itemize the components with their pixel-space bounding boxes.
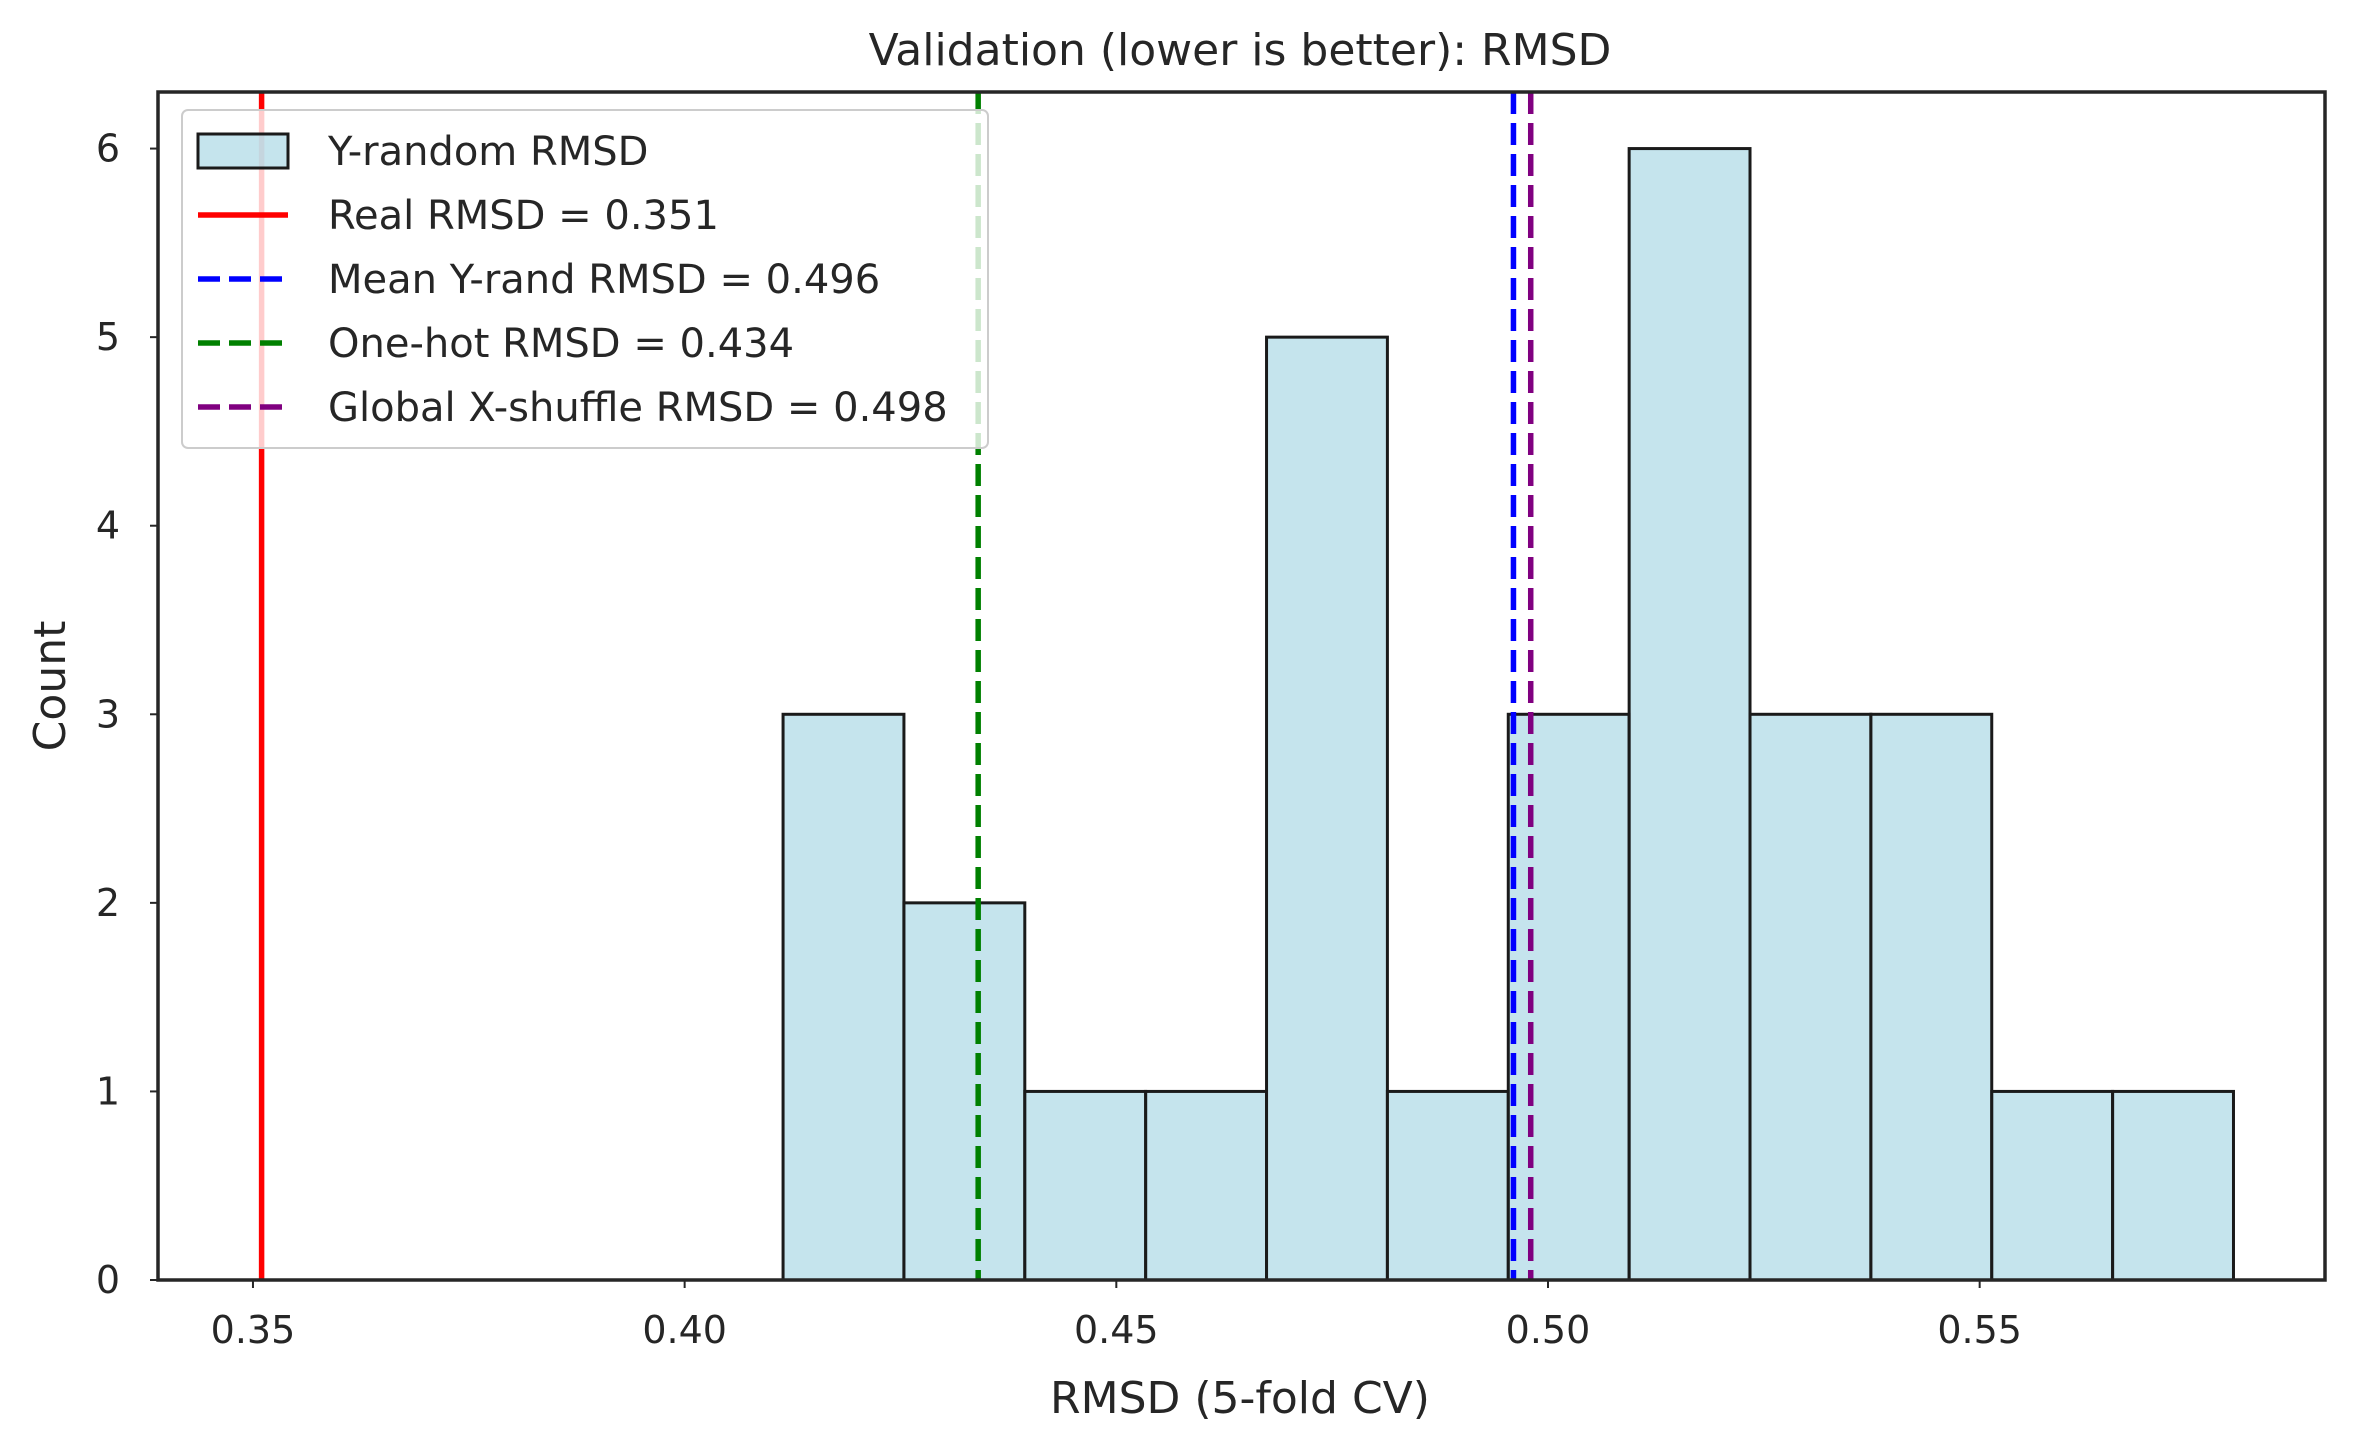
histogram-bar (1869, 712, 1994, 1282)
legend-label: Real RMSD = 0.351 (328, 193, 719, 239)
y-axis-label: Count (25, 621, 76, 752)
histogram-bar (1385, 1089, 1510, 1282)
histogram-bars (781, 147, 2235, 1282)
legend-label: Y-random RMSD (327, 129, 648, 175)
histogram-bar (1506, 712, 1631, 1282)
histogram-bar (902, 901, 1027, 1282)
histogram-bar (1627, 147, 1752, 1282)
x-tick-label: 0.35 (211, 1308, 296, 1352)
legend: Y-random RMSD Real RMSD = 0.351 Mean Y-ran… (181, 109, 989, 449)
histogram-bar (1748, 712, 1873, 1282)
x-tick-label: 0.50 (1506, 1308, 1591, 1352)
plot-frame (156, 90, 2327, 1282)
histogram-bar (781, 712, 906, 1282)
histogram-bar (1990, 1089, 2115, 1282)
legend-label: Global X-shuffle RMSD = 0.498 (328, 385, 948, 431)
legend-box (181, 109, 989, 449)
y-tick-label: 1 (96, 1069, 120, 1113)
x-axis-ticks: 0.35 0.40 0.45 0.50 0.55 (211, 1280, 2022, 1352)
x-tick-label: 0.45 (1074, 1308, 1159, 1352)
y-tick-label: 5 (96, 315, 120, 359)
x-tick-label: 0.55 (1937, 1308, 2022, 1352)
y-tick-label: 0 (96, 1258, 120, 1302)
histogram-bar (1144, 1089, 1269, 1282)
chart-title: Validation (lower is better): RMSD (869, 25, 1612, 76)
histogram-bar (1265, 335, 1389, 1282)
histogram-bar (2111, 1089, 2235, 1282)
y-axis-ticks: 0 1 2 3 4 5 6 (96, 127, 158, 1302)
y-tick-label: 3 (96, 692, 120, 736)
x-tick-label: 0.40 (642, 1308, 727, 1352)
legend-label: One-hot RMSD = 0.434 (328, 321, 794, 367)
histogram-bar (1023, 1089, 1148, 1282)
x-axis-label: RMSD (5-fold CV) (1050, 1373, 1430, 1424)
y-tick-label: 2 (96, 881, 120, 925)
legend-swatch-histogram (196, 132, 290, 170)
legend-label: Mean Y-rand RMSD = 0.496 (328, 257, 880, 303)
y-tick-label: 4 (96, 504, 120, 548)
y-tick-label: 6 (96, 127, 120, 171)
